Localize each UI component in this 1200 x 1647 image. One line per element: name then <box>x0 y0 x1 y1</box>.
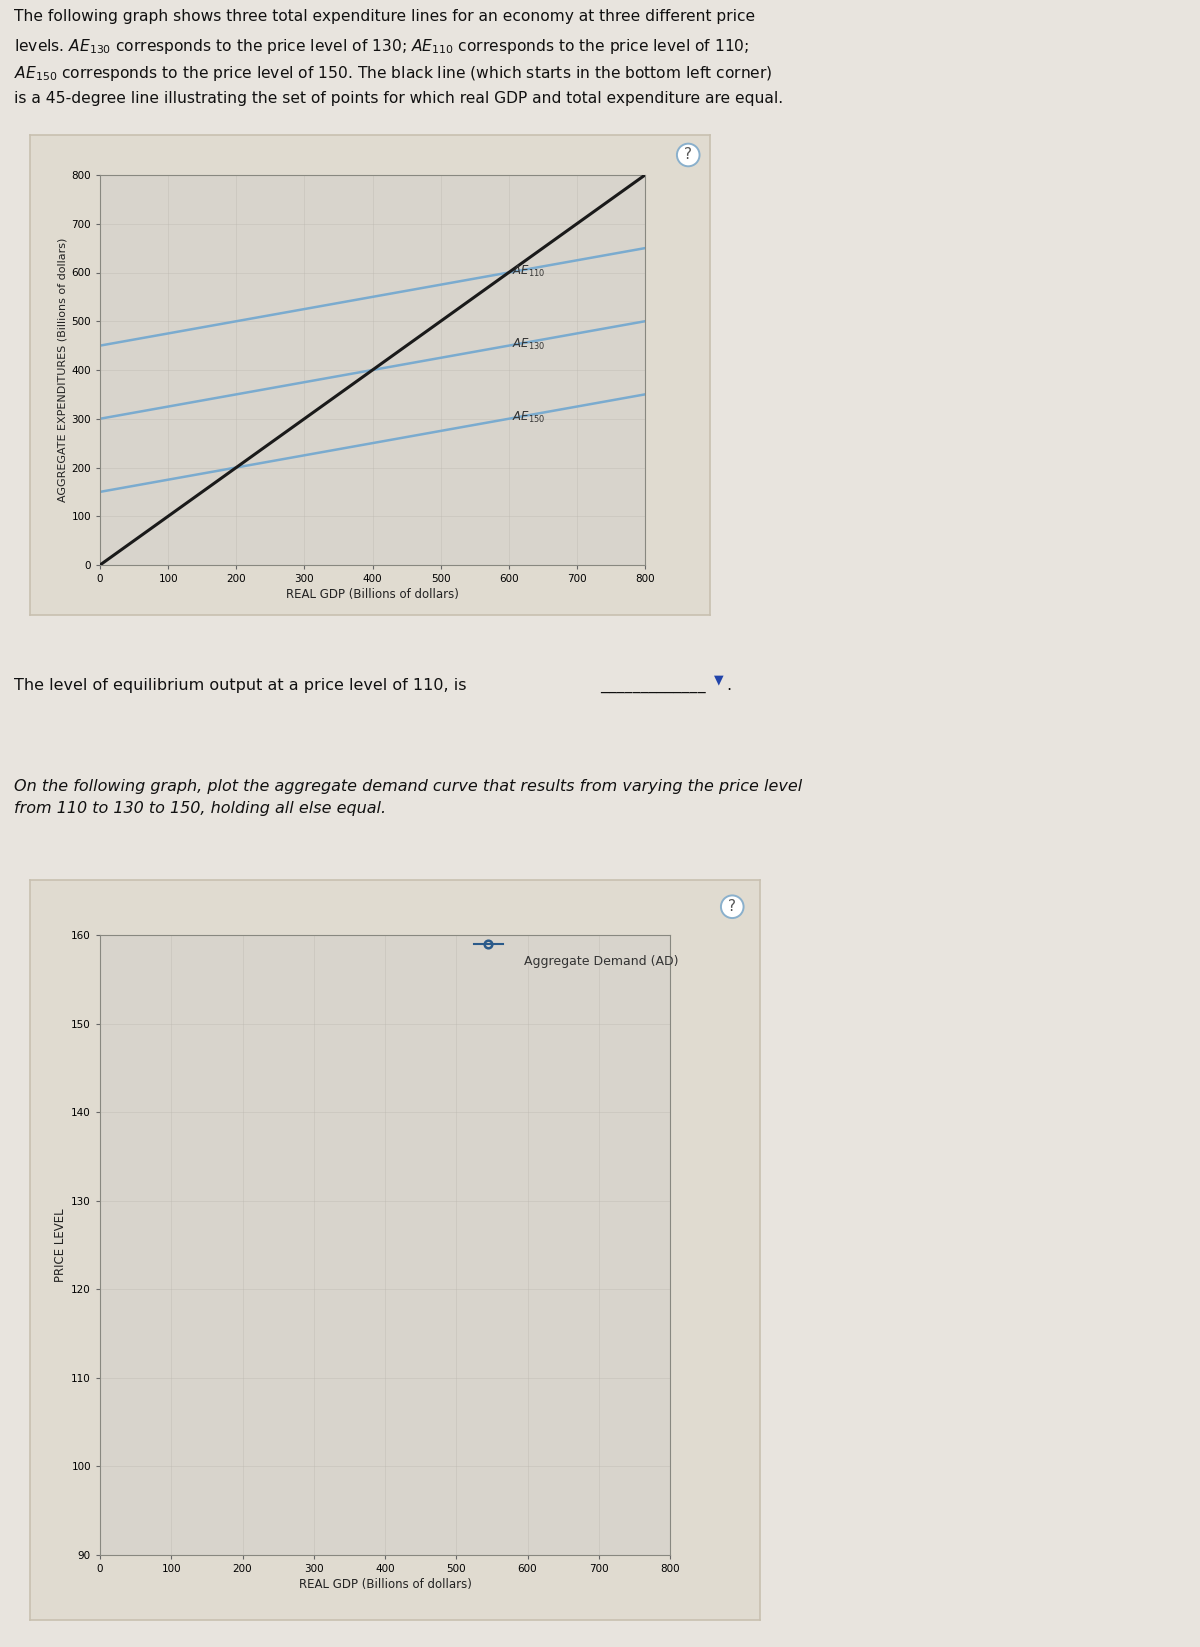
Text: ▼: ▼ <box>714 674 724 687</box>
X-axis label: REAL GDP (Billions of dollars): REAL GDP (Billions of dollars) <box>299 1578 472 1591</box>
Y-axis label: PRICE LEVEL: PRICE LEVEL <box>54 1209 67 1281</box>
Text: $AE_{150}$ corresponds to the price level of 150. The black line (which starts i: $AE_{150}$ corresponds to the price leve… <box>14 64 773 82</box>
Text: .: . <box>726 677 731 693</box>
Text: $AE_{110}$: $AE_{110}$ <box>512 264 545 278</box>
Text: ?: ? <box>684 148 692 163</box>
Text: Aggregate Demand (AD): Aggregate Demand (AD) <box>524 955 678 968</box>
Text: $AE_{130}$: $AE_{130}$ <box>512 338 545 352</box>
Text: levels. $AE_{130}$ corresponds to the price level of 130; $AE_{110}$ corresponds: levels. $AE_{130}$ corresponds to the pr… <box>14 36 750 56</box>
Text: On the following graph, plot the aggregate demand curve that results from varyin: On the following graph, plot the aggrega… <box>14 779 803 815</box>
Text: _____________: _____________ <box>600 677 706 693</box>
X-axis label: REAL GDP (Billions of dollars): REAL GDP (Billions of dollars) <box>286 588 458 601</box>
Text: The level of equilibrium output at a price level of 110, is: The level of equilibrium output at a pri… <box>14 677 467 693</box>
Text: is a 45-degree line illustrating the set of points for which real GDP and total : is a 45-degree line illustrating the set… <box>14 91 784 105</box>
Y-axis label: AGGREGATE EXPENDITURES (Billions of dollars): AGGREGATE EXPENDITURES (Billions of doll… <box>58 237 67 502</box>
Text: ?: ? <box>728 899 737 914</box>
Text: The following graph shows three total expenditure lines for an economy at three : The following graph shows three total ex… <box>14 10 756 25</box>
Text: $AE_{150}$: $AE_{150}$ <box>512 410 545 425</box>
